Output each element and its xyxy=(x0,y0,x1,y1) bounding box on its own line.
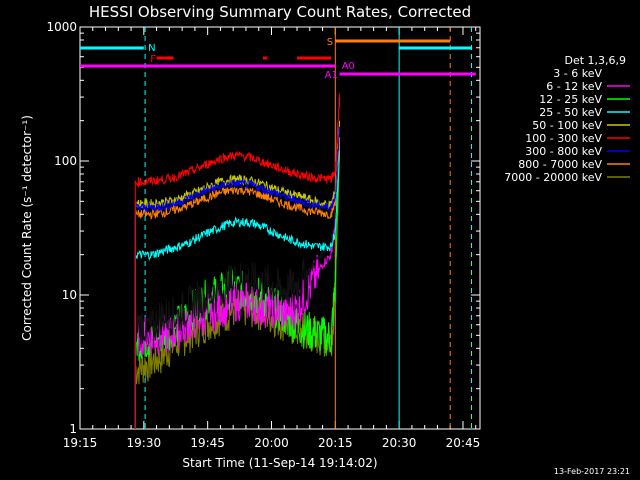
series-lines xyxy=(134,93,341,429)
chart-title: HESSI Observing Summary Count Rates, Cor… xyxy=(89,3,471,21)
flag-label: A1 xyxy=(325,70,338,81)
x-tick-labels: 19:15 19:30 19:45 20:00 20:15 20:30 20:45 xyxy=(63,436,481,450)
legend-label: 7000 - 20000 keV xyxy=(504,171,602,184)
x-axis-label: Start Time (11-Sep-14 19:14:02) xyxy=(182,456,377,470)
legend-label: 300 - 800 keV xyxy=(525,145,602,158)
series-line xyxy=(134,93,341,429)
series-line xyxy=(134,107,341,429)
legend-label: 12 - 25 keV xyxy=(539,93,602,106)
x-tick-label: 20:15 xyxy=(318,436,353,450)
legend-label: 800 - 7000 keV xyxy=(518,158,602,171)
x-tick-label: 19:45 xyxy=(190,436,225,450)
flag-bars: NF S A1 A0 xyxy=(80,37,476,81)
y-tick-labels: 1 10 100 1000 xyxy=(46,20,77,436)
legend-label: 25 - 50 keV xyxy=(539,106,602,119)
x-tick-label: 20:30 xyxy=(382,436,417,450)
x-tick-label: 19:15 xyxy=(63,436,98,450)
series-line xyxy=(134,150,341,429)
flag-label: N xyxy=(148,43,155,54)
x-tick-label: 20:00 xyxy=(254,436,289,450)
flag-label: S xyxy=(327,37,333,48)
plot-frame xyxy=(79,26,481,430)
y-axis-label: Corrected Count Rate (s⁻¹ detector⁻¹) xyxy=(20,115,34,341)
x-tick-label: 19:30 xyxy=(127,436,162,450)
legend-label: 3 - 6 keV xyxy=(553,67,602,80)
y-tick-label: 1 xyxy=(69,422,77,436)
y-tick-label: 100 xyxy=(54,154,77,168)
y-tick-label: 1000 xyxy=(46,20,77,34)
series-line xyxy=(134,97,341,429)
flag-label: F xyxy=(150,54,156,65)
x-tick-label: 20:45 xyxy=(446,436,481,450)
series-line xyxy=(134,126,341,429)
y-tick-label: 10 xyxy=(62,288,77,302)
series-line xyxy=(134,137,341,429)
legend-title: Det 1,3,6,9 xyxy=(564,54,626,67)
date-stamp: 13-Feb-2017 23:21 xyxy=(554,467,630,476)
flag-label: A0 xyxy=(342,61,355,72)
series-line xyxy=(134,120,341,429)
axis-ticks xyxy=(79,26,480,430)
legend-label: 100 - 300 keV xyxy=(525,132,602,145)
event-lines xyxy=(144,27,472,429)
legend-label: 50 - 100 keV xyxy=(532,119,602,132)
legend-label: 6 - 12 keV xyxy=(546,80,602,93)
